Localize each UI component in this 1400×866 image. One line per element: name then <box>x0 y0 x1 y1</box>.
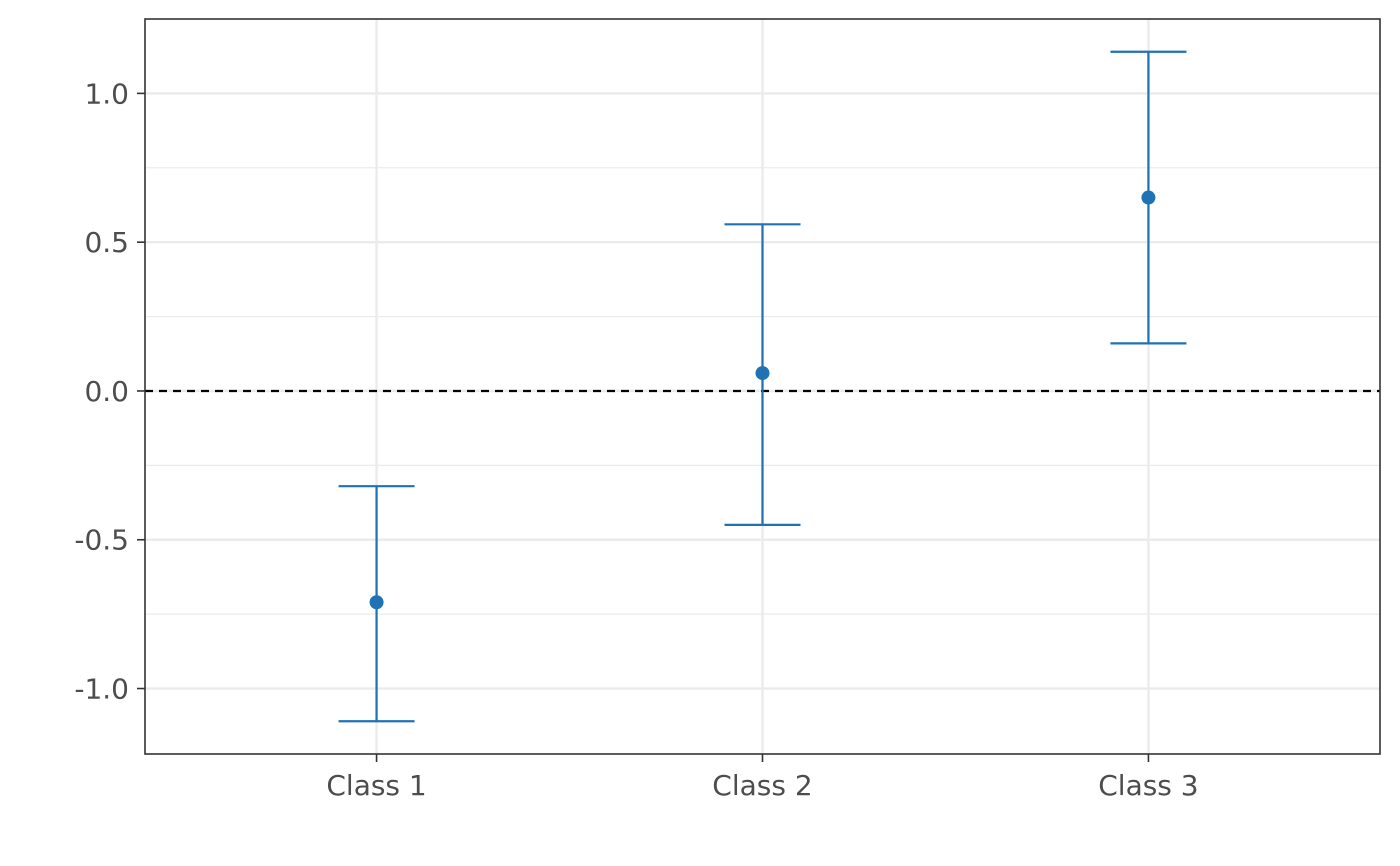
point-estimate-1 <box>369 595 384 610</box>
x-tick-label: Class 2 <box>712 769 812 802</box>
y-tick-label: 1.0 <box>84 77 129 110</box>
x-tick-label: Class 3 <box>1098 769 1198 802</box>
x-axis: Class 1 Class 2 Class 3 <box>326 754 1199 802</box>
y-axis: -1.0 -0.5 0.0 0.5 1.0 <box>74 77 145 706</box>
y-tick-label: 0.5 <box>84 226 129 259</box>
point-estimates <box>369 190 1156 610</box>
y-tick-label: 0.0 <box>84 375 129 408</box>
point-estimate-3 <box>1141 190 1156 205</box>
y-tick-label: -1.0 <box>74 673 129 706</box>
y-tick-label: -0.5 <box>74 524 129 557</box>
point-estimate-2 <box>755 366 770 381</box>
x-tick-label: Class 1 <box>326 769 426 802</box>
